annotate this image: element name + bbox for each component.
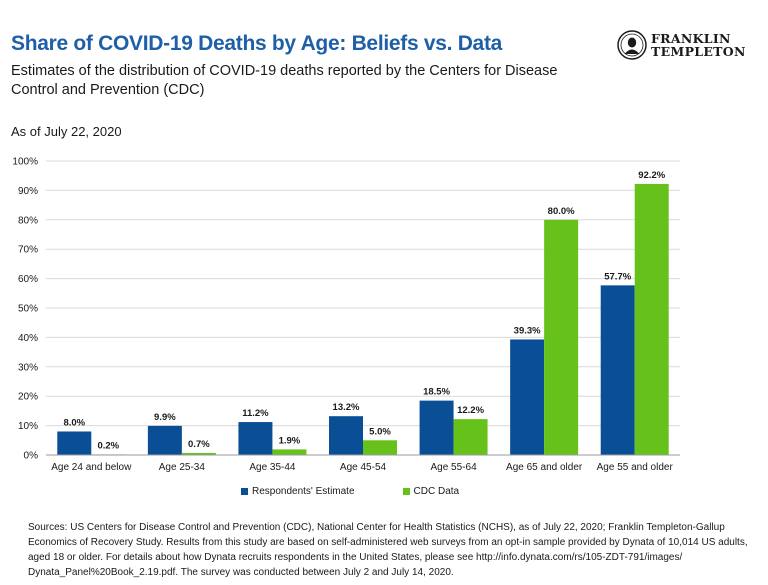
data-label: 8.0%: [63, 417, 85, 428]
data-label: 0.7%: [188, 439, 210, 450]
x-tick-label: Age 45-54: [340, 462, 387, 473]
y-tick-label: 10%: [18, 421, 38, 432]
data-label: 11.2%: [242, 408, 269, 419]
x-tick-label: Age 65 and older: [506, 462, 583, 473]
y-tick-label: 0%: [24, 451, 39, 462]
data-label: 9.9%: [154, 412, 176, 423]
bar-respondents: [57, 431, 92, 455]
y-axis-ticks: 0% 10% 20% 30% 40% 50% 60% 70% 80% 90% 100%: [12, 157, 38, 462]
bar-chart: 0% 10% 20% 30% 40% 50% 60% 70% 80% 90% 100% 8.0% 0.…: [12, 157, 680, 473]
y-tick-label: 50%: [18, 304, 38, 315]
logo-wordmark-line2: TEMPLETON: [651, 44, 746, 59]
data-label: 12.2%: [457, 405, 484, 416]
data-label: 0.2%: [97, 440, 119, 451]
portrait-seal-icon: [617, 30, 647, 60]
legend-swatch-cdc: [402, 488, 410, 495]
bar-cdc: [181, 452, 216, 455]
y-tick-label: 30%: [18, 362, 38, 373]
data-label: 92.2%: [638, 170, 665, 181]
bar-cdc: [634, 183, 669, 455]
data-labels: 8.0% 0.2% 9.9% 0.7% 11.2% 1.9% 13.2% 5.0% 18.5% 1…: [63, 170, 665, 451]
y-tick-label: 40%: [18, 333, 38, 344]
bar-cdc: [453, 419, 488, 455]
chart-subtitle: Estimates of the distribution of COVID-1…: [11, 63, 558, 98]
gridlines: [46, 160, 680, 427]
y-tick-label: 80%: [18, 215, 38, 226]
x-tick-label: Age 35-44: [249, 462, 296, 473]
logo-wordmark-line1: FRANKLIN: [651, 31, 731, 46]
bar-respondents: [329, 416, 363, 455]
data-label: 39.3%: [514, 325, 541, 336]
bar-respondents: [147, 425, 182, 455]
legend-swatch-respondents: [241, 488, 248, 495]
y-tick-label: 90%: [18, 186, 38, 197]
bar-respondents: [510, 339, 545, 455]
x-tick-label: Age 55 and older: [597, 462, 674, 473]
data-label: 5.0%: [369, 426, 391, 437]
legend-label-respondents: Respondents' Estimate: [252, 486, 355, 497]
as-of-date: As of July 22, 2020: [11, 124, 122, 139]
chart-title: Share of COVID-19 Deaths by Age: Beliefs…: [11, 32, 503, 55]
legend-item-cdc: CDC Data: [402, 486, 460, 497]
x-axis-ticks: Age 24 and below Age 25-34 Age 35-44 Age 45…: [51, 462, 673, 473]
data-label: 18.5%: [423, 387, 450, 398]
y-tick-label: 100%: [12, 157, 38, 168]
legend-item-respondents: Respondents' Estimate: [241, 486, 355, 497]
bar-cdc: [363, 440, 397, 455]
franklin-templeton-logo: FRANKLIN TEMPLETON: [617, 28, 762, 62]
data-label: 80.0%: [548, 206, 575, 217]
data-label: 57.7%: [604, 271, 631, 282]
x-tick-label: Age 25-34: [159, 462, 206, 473]
bar-cdc: [544, 219, 579, 455]
x-tick-label: Age 24 and below: [51, 462, 132, 473]
x-tick-label: Age 55-64: [430, 462, 477, 473]
sources-footnote: Sources: US Centers for Disease Control …: [28, 522, 748, 578]
chart-legend: Respondents' Estimate CDC Data: [241, 486, 507, 497]
data-label: 1.9%: [279, 435, 301, 446]
y-tick-label: 20%: [18, 392, 38, 403]
bar-cdc: [272, 449, 307, 455]
y-tick-label: 60%: [18, 274, 38, 285]
bars: [57, 183, 669, 455]
data-label: 13.2%: [333, 402, 360, 413]
bar-respondents: [600, 285, 635, 455]
y-tick-label: 70%: [18, 245, 38, 256]
bar-respondents: [419, 400, 454, 455]
legend-label-cdc: CDC Data: [413, 486, 460, 497]
bar-respondents: [238, 422, 273, 455]
